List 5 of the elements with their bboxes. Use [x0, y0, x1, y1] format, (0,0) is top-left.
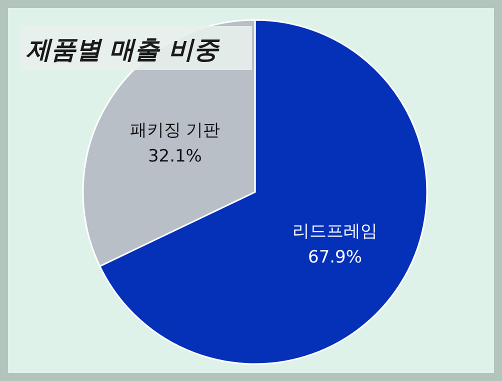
- data-label: 67.9%: [308, 247, 362, 268]
- text: 제품별 매출 비중: [26, 35, 220, 64]
- data-label: 32.1%: [148, 146, 202, 167]
- slice-label: 패키징 기판: [130, 120, 220, 141]
- slice-label: 리드프레임: [292, 221, 378, 242]
